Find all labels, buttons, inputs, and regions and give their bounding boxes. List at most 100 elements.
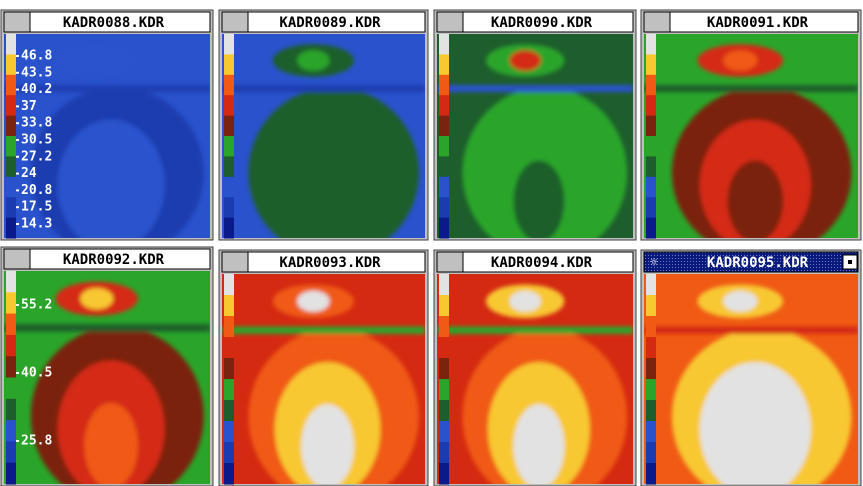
color-bar-cell: [439, 379, 449, 401]
color-bar-cell: [224, 176, 234, 198]
heat-area: [84, 403, 138, 484]
title-gap: [643, 11, 671, 33]
color-bar-cell: [224, 463, 234, 485]
scale-tick: [16, 172, 19, 175]
color-bar-cell: [6, 34, 16, 55]
color-bar-cell: [646, 400, 656, 422]
color-bar-cell: [439, 337, 449, 359]
stripe: [222, 85, 425, 93]
color-bar-cell: [439, 54, 449, 76]
scale-tick: [16, 440, 19, 442]
thermal-image: [437, 274, 633, 484]
stripe: [222, 326, 425, 334]
color-bar-cell: [224, 197, 234, 219]
window: KADR0092.KDR 55.2 40.5 25.8: [0, 246, 214, 486]
color-bar-cell: [224, 274, 234, 296]
scale-label: 55.2: [21, 298, 52, 313]
color-bar-cell: [224, 316, 234, 338]
color-bar-cell: [439, 136, 449, 157]
thermal-image: [4, 34, 210, 238]
heat-area: [727, 404, 784, 484]
scale-label: 25.8: [21, 434, 52, 449]
color-bar-cell: [6, 197, 16, 219]
close-dot: [848, 260, 852, 264]
color-bar-cell: [646, 421, 656, 443]
heat-area: [301, 404, 354, 484]
window-title: KADR0095.KDR: [707, 255, 809, 271]
color-bar-cell: [224, 379, 234, 401]
scale-tick: [16, 304, 19, 306]
heat-area: [84, 160, 138, 238]
color-bar-cell: [224, 156, 234, 178]
window: KADR0089.KDR: [218, 9, 429, 241]
color-bar-cell: [224, 295, 234, 317]
window: KADR0091.KDR: [640, 9, 862, 241]
color-bar-cell: [6, 377, 16, 400]
heat-area: [297, 290, 330, 312]
scale-label: 33.8: [21, 116, 52, 131]
image-layers: [222, 44, 425, 238]
color-bar-cell: [6, 334, 16, 357]
color-bar-cell: [439, 295, 449, 317]
thermal-image: [644, 274, 858, 484]
color-bar-cell: [646, 463, 656, 485]
color-bar-cell: [439, 217, 449, 239]
scale-label: 27.2: [21, 149, 52, 164]
scale-tick: [16, 88, 19, 91]
heat-area: [80, 50, 114, 71]
title-gap: [436, 251, 464, 273]
thermal-image: [222, 274, 425, 484]
color-bar-cell: [224, 400, 234, 422]
color-bar-cell: [224, 442, 234, 464]
title-gap: [221, 251, 249, 273]
image-layers: [644, 284, 858, 484]
color-bar-cell: [439, 197, 449, 219]
color-bar-cell: [224, 34, 234, 55]
color-bar-cell: [439, 34, 449, 55]
color-bar-cell: [646, 358, 656, 380]
color-bar-cell: [646, 54, 656, 76]
color-bar-cell: [646, 197, 656, 219]
image-layers: [4, 44, 210, 238]
color-bar-cell: [6, 441, 16, 464]
scale-label: 40.2: [21, 82, 52, 97]
stripe: [644, 326, 858, 334]
heat-area: [513, 404, 565, 484]
scale-label: 43.5: [21, 65, 52, 80]
color-bar-cell: [224, 74, 234, 96]
scale-label: 14.3: [21, 217, 52, 232]
color-bar-cell: [439, 274, 449, 296]
scale-tick: [16, 189, 19, 192]
title-bar: [643, 251, 859, 273]
color-bar-cell: [6, 95, 16, 117]
color-bar-cell: [6, 462, 16, 485]
color-bar-cell: [6, 217, 16, 239]
stripe: [4, 85, 210, 93]
color-bar-cell: [224, 115, 234, 137]
title-gap: [3, 11, 31, 33]
thermal-image: [4, 271, 210, 484]
window: KADR0090.KDR: [433, 9, 637, 241]
color-bar-cell: [439, 358, 449, 380]
color-bar-cell: [439, 442, 449, 464]
scale-label: 46.8: [21, 49, 52, 64]
color-bar-cell: [646, 115, 656, 137]
scale-tick: [16, 372, 19, 374]
window: KADR0088.KDR 46.843.5 40.2 37 33.8 30.527.2 24…: [0, 9, 214, 241]
image-layers: [437, 284, 633, 484]
window: ☼ KADR0095.KDR: [640, 249, 862, 486]
color-bar-cell: [224, 358, 234, 380]
color-bar-cell: [646, 337, 656, 359]
color-bar-cell: [6, 356, 16, 378]
color-bar-cell: [6, 271, 16, 293]
title-gap: [436, 11, 464, 33]
scale-label: 17.5: [21, 200, 52, 215]
window-title: KADR0091.KDR: [707, 15, 809, 31]
window-title: KADR0090.KDR: [491, 15, 593, 31]
heat-area: [723, 50, 758, 71]
scale-tick: [16, 223, 19, 225]
color-bar-cell: [646, 379, 656, 401]
color-bar-cell: [646, 156, 656, 178]
color-bar-cell: [646, 176, 656, 198]
